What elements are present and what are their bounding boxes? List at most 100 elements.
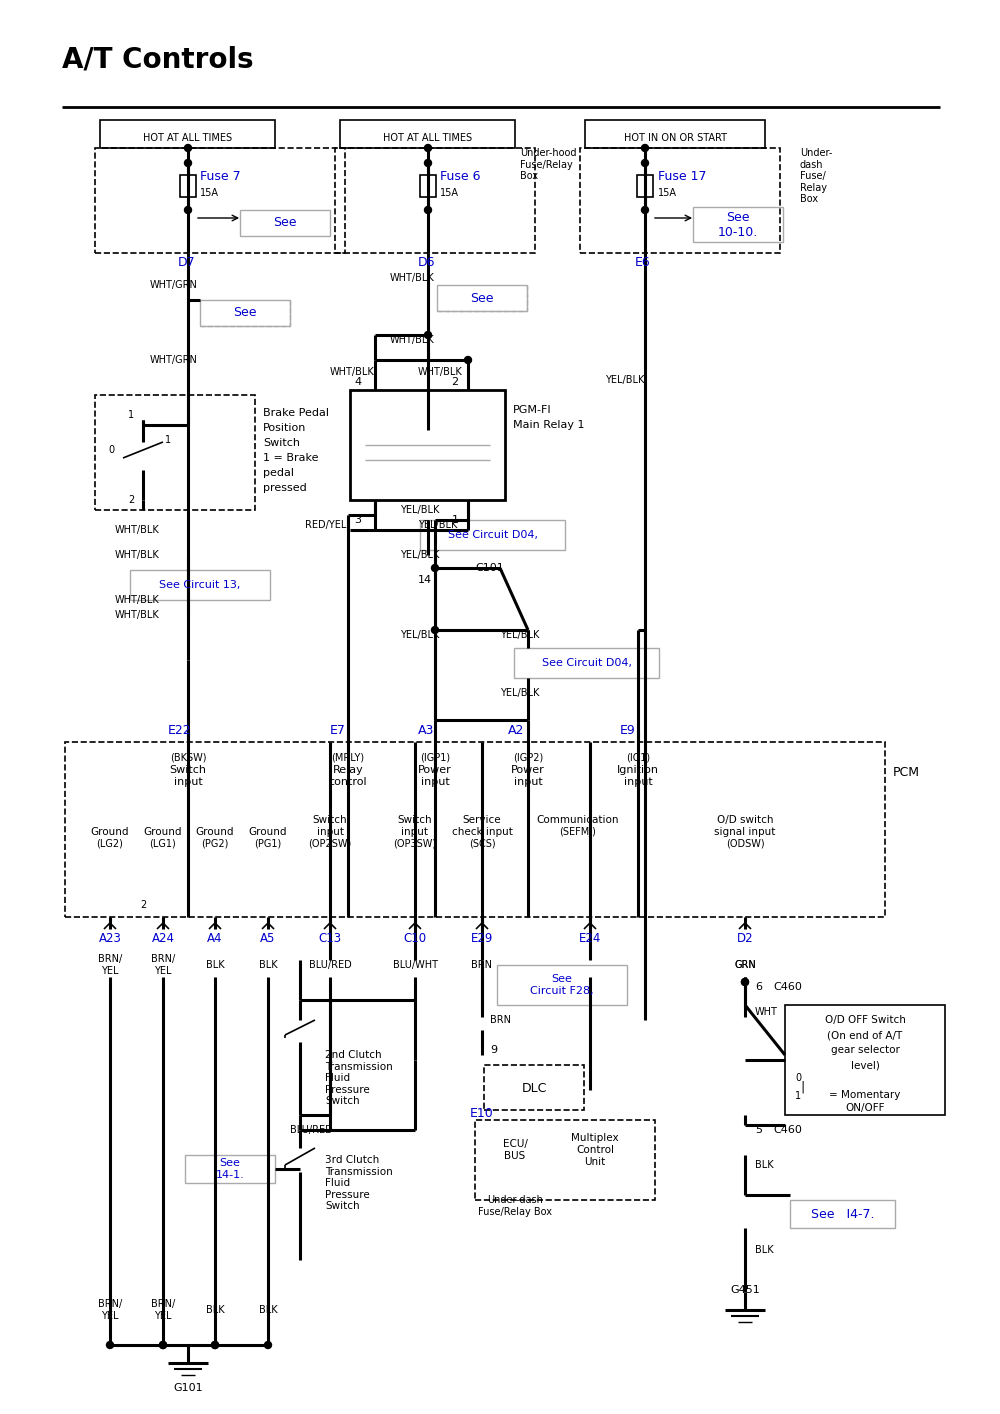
- Text: E24: E24: [579, 932, 601, 946]
- Text: Under-hood
Fuse/Relay
Box: Under-hood Fuse/Relay Box: [520, 148, 576, 181]
- Text: BRN/
YEL: BRN/ YEL: [151, 954, 175, 976]
- Text: (LG1): (LG1): [150, 839, 176, 848]
- Bar: [637, 175, 653, 197]
- Text: See: See: [470, 291, 494, 304]
- Text: WHT/BLK: WHT/BLK: [418, 368, 463, 378]
- Text: 15A: 15A: [658, 188, 677, 198]
- Text: A2: A2: [508, 724, 524, 737]
- Text: 1: 1: [165, 436, 171, 445]
- Text: 2: 2: [451, 378, 459, 387]
- Bar: [100, 120, 275, 148]
- Bar: [335, 148, 535, 253]
- Circle shape: [642, 144, 648, 151]
- Text: (SCS): (SCS): [469, 839, 495, 848]
- Text: BLU/WHT: BLU/WHT: [392, 960, 438, 970]
- Text: Switch: Switch: [263, 438, 300, 448]
- Text: WHT/GRN: WHT/GRN: [150, 280, 198, 290]
- Text: Ground: Ground: [91, 827, 129, 837]
- Bar: [350, 390, 505, 501]
- Text: 0: 0: [108, 445, 114, 455]
- Text: Relay: Relay: [333, 765, 363, 775]
- Text: C13: C13: [318, 932, 342, 946]
- Text: E29: E29: [471, 932, 493, 946]
- Text: BRN/
YEL: BRN/ YEL: [98, 954, 122, 976]
- Text: YEL/BLK: YEL/BLK: [500, 689, 539, 699]
- Bar: [240, 211, 330, 236]
- Text: Fuse 7: Fuse 7: [200, 170, 241, 182]
- Text: Under-
dash
Fuse/
Relay
Box: Under- dash Fuse/ Relay Box: [800, 148, 832, 205]
- Text: See
10-10.: See 10-10.: [718, 211, 758, 239]
- Bar: [185, 1155, 275, 1184]
- Text: Under-dash
Fuse/Relay Box: Under-dash Fuse/Relay Box: [478, 1195, 552, 1216]
- Text: (MRLY): (MRLY): [331, 754, 365, 764]
- Text: (OP3SW): (OP3SW): [393, 839, 437, 848]
- Text: C460: C460: [773, 981, 802, 993]
- Bar: [437, 286, 527, 311]
- Text: YEL/BLK: YEL/BLK: [418, 520, 457, 530]
- Bar: [497, 964, 627, 1005]
- Text: = Momentary: = Momentary: [829, 1090, 901, 1100]
- Text: Brake Pedal: Brake Pedal: [263, 409, 329, 419]
- Bar: [693, 206, 783, 242]
- Text: 3: 3: [354, 515, 362, 525]
- Text: A23: A23: [99, 932, 121, 946]
- Circle shape: [184, 144, 192, 151]
- Text: WHT: WHT: [755, 1007, 778, 1017]
- Circle shape: [212, 1342, 218, 1349]
- Text: (BKSW): (BKSW): [170, 754, 206, 764]
- Text: 1: 1: [452, 515, 458, 525]
- Text: gear selector: gear selector: [831, 1045, 899, 1055]
- Text: BLK: BLK: [755, 1159, 774, 1169]
- Text: check input: check input: [452, 827, 512, 837]
- Text: control: control: [329, 778, 367, 788]
- Text: RED/YEL: RED/YEL: [305, 520, 346, 530]
- Text: Power: Power: [418, 765, 452, 775]
- Text: 9: 9: [490, 1045, 497, 1055]
- Text: 14: 14: [418, 575, 432, 585]
- Text: BRN: BRN: [490, 1015, 511, 1025]
- Text: Fuse 17: Fuse 17: [658, 170, 706, 182]
- Text: C460: C460: [773, 1126, 802, 1135]
- Text: Service: Service: [463, 814, 501, 824]
- Text: Switch: Switch: [313, 814, 347, 824]
- Text: 2: 2: [140, 899, 146, 911]
- Text: Switch: Switch: [398, 814, 432, 824]
- Text: E6: E6: [635, 256, 651, 269]
- Text: See Circuit 13,: See Circuit 13,: [159, 580, 241, 590]
- Text: WHT/BLK: WHT/BLK: [390, 273, 435, 283]
- Text: 15A: 15A: [440, 188, 459, 198]
- Text: Ignition: Ignition: [617, 765, 659, 775]
- Text: Switch: Switch: [170, 765, 207, 775]
- Text: G451: G451: [730, 1285, 760, 1295]
- Text: A5: A5: [260, 932, 276, 946]
- Circle shape: [742, 978, 748, 986]
- Text: YEL/BLK: YEL/BLK: [400, 550, 439, 560]
- Text: (IGP2): (IGP2): [513, 754, 543, 764]
- Circle shape: [642, 160, 648, 167]
- Circle shape: [424, 206, 432, 214]
- Text: E10: E10: [470, 1107, 494, 1120]
- Circle shape: [424, 331, 432, 338]
- Text: BLK: BLK: [259, 960, 277, 970]
- Text: See   I4-7.: See I4-7.: [811, 1208, 875, 1220]
- Circle shape: [424, 144, 432, 151]
- Text: See
Circuit F28,: See Circuit F28,: [530, 974, 594, 995]
- Bar: [420, 175, 436, 197]
- Text: D6: D6: [418, 256, 436, 269]
- Text: Communication: Communication: [537, 814, 619, 824]
- Text: 1 = Brake: 1 = Brake: [263, 452, 318, 462]
- Circle shape: [742, 978, 748, 986]
- Text: 1: 1: [795, 1092, 801, 1102]
- Text: See Circuit D04,: See Circuit D04,: [448, 530, 538, 540]
- Text: 6: 6: [755, 981, 762, 993]
- Bar: [514, 648, 659, 677]
- Text: BLK: BLK: [206, 960, 224, 970]
- Text: 2nd Clutch
Transmission
Fluid
Pressure
Switch: 2nd Clutch Transmission Fluid Pressure S…: [325, 1051, 393, 1106]
- Text: BRN: BRN: [472, 960, 492, 970]
- Text: WHT/BLK: WHT/BLK: [115, 595, 160, 605]
- Text: BRN/
YEL: BRN/ YEL: [98, 1299, 122, 1321]
- Text: (IG1): (IG1): [626, 754, 650, 764]
- Text: O/D OFF Switch: O/D OFF Switch: [825, 1015, 905, 1025]
- Text: E22: E22: [168, 724, 192, 737]
- Text: C101: C101: [475, 563, 504, 573]
